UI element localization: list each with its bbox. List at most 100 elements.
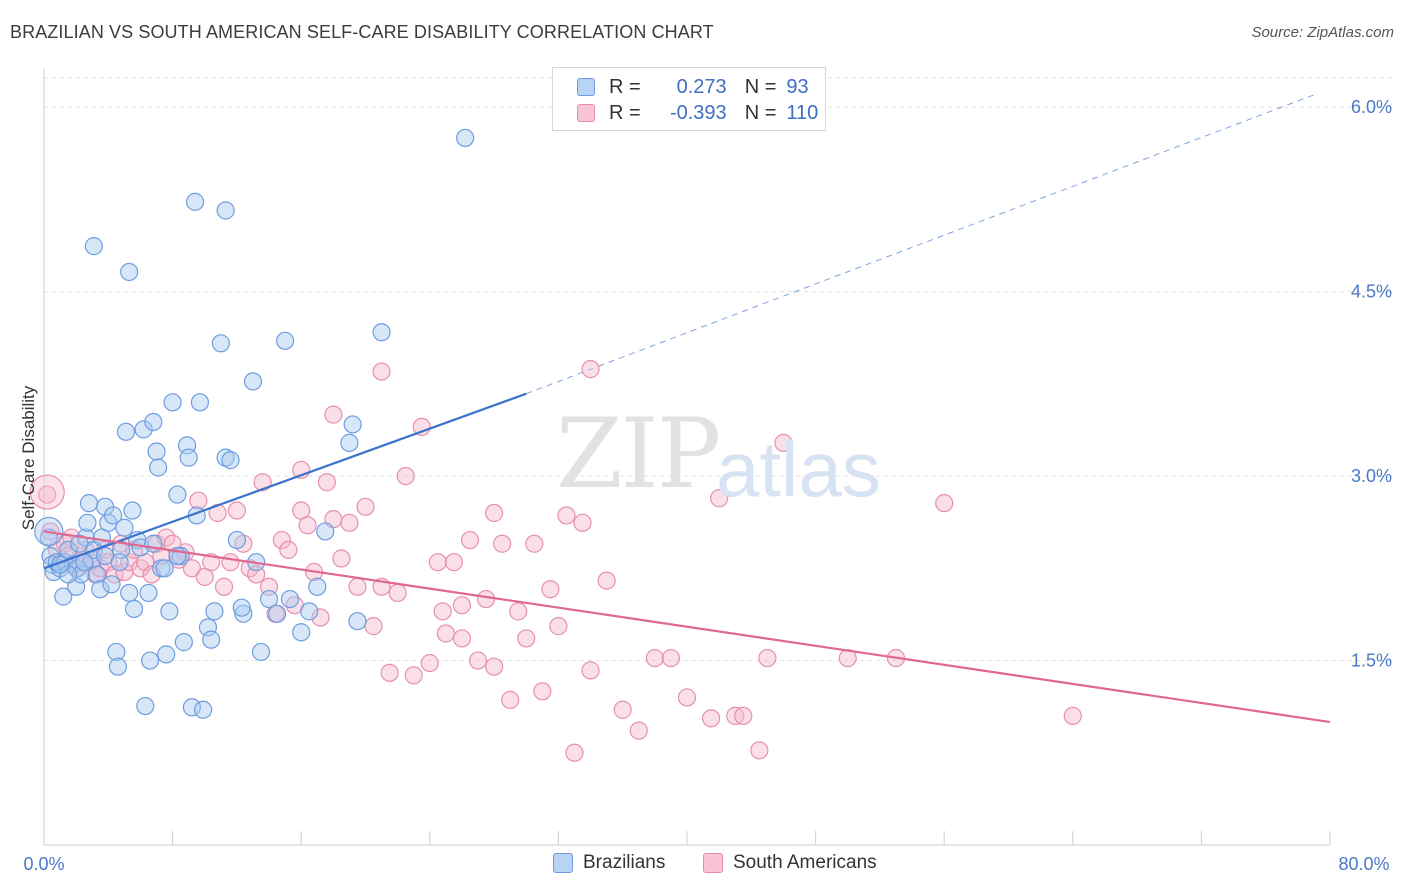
brazilians-point bbox=[182, 698, 201, 717]
brazilians-point bbox=[91, 580, 110, 599]
south-americans-point bbox=[629, 721, 648, 740]
brazilians-point bbox=[259, 589, 279, 609]
x-tick-labels: 0.0% 80.0% bbox=[23, 854, 1389, 874]
south-americans-point bbox=[340, 513, 359, 532]
y-tick-label: 1.5% bbox=[1351, 651, 1392, 671]
brazilians-point bbox=[179, 448, 198, 467]
brazilians-point bbox=[107, 642, 126, 662]
brazilians-point bbox=[340, 433, 359, 452]
south-americans-point bbox=[517, 629, 536, 648]
legend-swatch-brazilians bbox=[577, 78, 595, 96]
south-americans-point bbox=[364, 617, 383, 636]
brazilians-point bbox=[234, 604, 253, 623]
trend-lines bbox=[43, 392, 1331, 724]
south-americans-point bbox=[557, 506, 576, 525]
south-americans-point bbox=[380, 663, 399, 682]
brazilians-point bbox=[267, 604, 287, 623]
south-americans-point bbox=[573, 513, 592, 532]
series-legend: Brazilians South Americans bbox=[0, 852, 1406, 876]
south-americans-point bbox=[214, 577, 234, 596]
x-tick-label-max: 80.0% bbox=[1338, 854, 1389, 874]
brazilians-point bbox=[116, 422, 136, 441]
y-tick-label: 4.5% bbox=[1351, 282, 1392, 302]
axes bbox=[43, 68, 1331, 846]
south-americans-point bbox=[131, 559, 150, 578]
south-americans-point bbox=[452, 596, 472, 615]
brazilians-point bbox=[84, 237, 103, 256]
y-tick-label: 3.0% bbox=[1351, 466, 1392, 486]
south-americans-point bbox=[485, 657, 504, 676]
south-americans-point bbox=[324, 405, 343, 424]
south-americans-point bbox=[565, 743, 584, 762]
south-americans-point bbox=[298, 516, 317, 535]
south-americans-point bbox=[509, 602, 528, 621]
south-americans-point bbox=[227, 501, 246, 520]
brazilians-point bbox=[160, 602, 179, 621]
brazilians-point bbox=[316, 522, 335, 541]
south-americans-point bbox=[444, 553, 464, 572]
brazilians-point bbox=[149, 458, 168, 477]
legend-r-value: 0.273 bbox=[676, 75, 727, 98]
brazilians-point bbox=[221, 451, 240, 470]
south-americans-point bbox=[460, 530, 480, 550]
brazilians-point bbox=[124, 599, 144, 619]
x-tick-label-min: 0.0% bbox=[23, 854, 64, 874]
brazilians-point bbox=[134, 420, 153, 439]
south-americans-point bbox=[404, 666, 423, 685]
south-americans-point bbox=[272, 530, 292, 550]
brazilians-point bbox=[120, 583, 139, 603]
brazilians-point bbox=[79, 494, 99, 513]
south-americans-trend-line bbox=[43, 530, 1331, 724]
brazilians-point bbox=[202, 630, 221, 649]
south-americans-point-large bbox=[29, 474, 65, 510]
y-tick-label: 6.0% bbox=[1351, 97, 1392, 117]
brazilians-point bbox=[136, 696, 155, 716]
south-americans-point bbox=[645, 648, 664, 668]
south-americans-point bbox=[247, 565, 266, 584]
south-americans-point bbox=[433, 602, 452, 621]
south-americans-point bbox=[452, 629, 472, 648]
south-americans-point bbox=[774, 433, 793, 452]
brazilians-point bbox=[186, 192, 205, 211]
brazilians-point bbox=[120, 262, 139, 282]
south-americans-point bbox=[493, 534, 512, 553]
south-americans-point bbox=[935, 494, 954, 513]
brazilians-point bbox=[211, 334, 230, 353]
brazilians-point bbox=[227, 530, 246, 550]
brazilians-point bbox=[168, 485, 187, 504]
legend-n-label: N = bbox=[744, 101, 777, 124]
brazilians-point bbox=[110, 553, 129, 572]
brazilians-point bbox=[243, 372, 263, 391]
brazilians-point bbox=[163, 393, 182, 412]
south-americans-point bbox=[221, 553, 240, 572]
south-americans-point bbox=[597, 571, 616, 590]
brazilians-point bbox=[144, 412, 163, 432]
south-americans-swatch bbox=[703, 853, 723, 873]
south-americans-point bbox=[259, 577, 279, 596]
legend-r-label: R = bbox=[609, 101, 641, 124]
brazilians-point bbox=[157, 645, 176, 664]
south-americans-point bbox=[311, 608, 330, 627]
south-americans-points bbox=[29, 360, 1082, 762]
brazilians-point bbox=[194, 700, 213, 719]
brazilians-point bbox=[108, 657, 128, 676]
south-americans-point bbox=[476, 589, 496, 609]
south-americans-point bbox=[1063, 706, 1082, 725]
brazilians-point bbox=[155, 559, 174, 578]
brazilians-point bbox=[300, 602, 319, 621]
south-americans-point bbox=[356, 497, 375, 516]
south-americans-point bbox=[388, 583, 407, 603]
brazilians-point bbox=[174, 633, 193, 652]
south-americans-point bbox=[372, 362, 391, 381]
brazilians-point bbox=[276, 331, 295, 350]
south-americans-label: South Americans bbox=[733, 852, 877, 873]
brazilians-point bbox=[216, 448, 235, 467]
brazilians-swatch bbox=[553, 853, 573, 873]
brazilians-point bbox=[70, 534, 89, 553]
brazilians-point bbox=[147, 442, 166, 461]
south-americans-point bbox=[710, 489, 729, 508]
legend-n-label: N = bbox=[744, 75, 777, 98]
brazilians-point bbox=[348, 612, 367, 631]
south-americans-point bbox=[279, 540, 298, 559]
brazilians-point bbox=[115, 518, 134, 537]
